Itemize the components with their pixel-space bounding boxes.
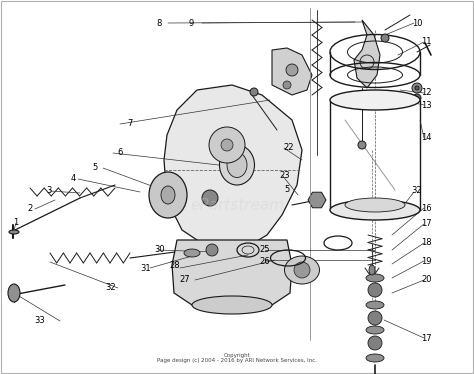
Text: 2: 2 [27,204,33,213]
Ellipse shape [192,296,272,314]
Text: 1: 1 [13,218,18,227]
Text: 27: 27 [179,275,190,284]
Text: 5: 5 [92,163,98,172]
Circle shape [283,81,291,89]
Circle shape [381,34,389,42]
Text: 32: 32 [105,283,116,292]
Text: Copyright
Page design (c) 2004 - 2016 by ARI Network Services, Inc.: Copyright Page design (c) 2004 - 2016 by… [157,353,317,364]
Ellipse shape [366,301,384,309]
Ellipse shape [369,265,375,275]
Ellipse shape [366,354,384,362]
Polygon shape [172,240,292,310]
Text: 18: 18 [421,238,431,247]
Circle shape [368,283,382,297]
Circle shape [415,86,419,90]
Ellipse shape [9,230,19,234]
Circle shape [286,64,298,76]
Text: 7: 7 [127,119,132,128]
Ellipse shape [227,153,247,178]
Text: 25: 25 [260,245,270,254]
Ellipse shape [8,284,20,302]
Text: 22: 22 [283,143,294,152]
Text: 26: 26 [260,257,270,266]
Ellipse shape [184,249,200,257]
Circle shape [221,139,233,151]
Text: 33: 33 [34,316,45,325]
Ellipse shape [366,274,384,282]
Circle shape [358,141,366,149]
Circle shape [202,190,218,206]
Text: 4: 4 [70,174,75,183]
Text: 3: 3 [46,186,52,195]
Text: 19: 19 [421,257,431,266]
Text: 8: 8 [156,19,162,28]
Circle shape [412,83,422,93]
Ellipse shape [330,90,420,110]
Text: 9: 9 [189,19,194,28]
Text: 31: 31 [140,264,150,273]
Text: 17: 17 [421,334,431,343]
Text: 30: 30 [154,245,164,254]
Ellipse shape [284,256,319,284]
Circle shape [294,262,310,278]
Ellipse shape [330,200,420,220]
Text: 10: 10 [412,19,423,28]
Text: 23: 23 [280,171,290,180]
Circle shape [368,336,382,350]
Polygon shape [308,192,326,208]
Ellipse shape [206,244,218,256]
Text: 5: 5 [284,186,290,194]
Text: ePartstream: ePartstream [190,197,284,212]
Text: 20: 20 [421,275,431,284]
Text: 16: 16 [421,204,431,213]
Text: 17: 17 [421,219,431,228]
Circle shape [209,127,245,163]
Text: 13: 13 [421,101,431,110]
Polygon shape [354,20,380,88]
Ellipse shape [345,198,405,212]
Text: 11: 11 [421,37,431,46]
Ellipse shape [219,145,255,185]
Ellipse shape [149,172,187,218]
Polygon shape [272,48,312,95]
Circle shape [250,88,258,96]
Ellipse shape [161,186,175,204]
Text: 6: 6 [118,148,123,157]
Polygon shape [164,85,302,250]
Circle shape [413,94,421,102]
Text: 12: 12 [421,88,431,97]
Ellipse shape [366,326,384,334]
Text: 14: 14 [421,133,431,142]
Circle shape [368,311,382,325]
Text: 32: 32 [411,186,422,195]
Text: 28: 28 [170,261,180,270]
